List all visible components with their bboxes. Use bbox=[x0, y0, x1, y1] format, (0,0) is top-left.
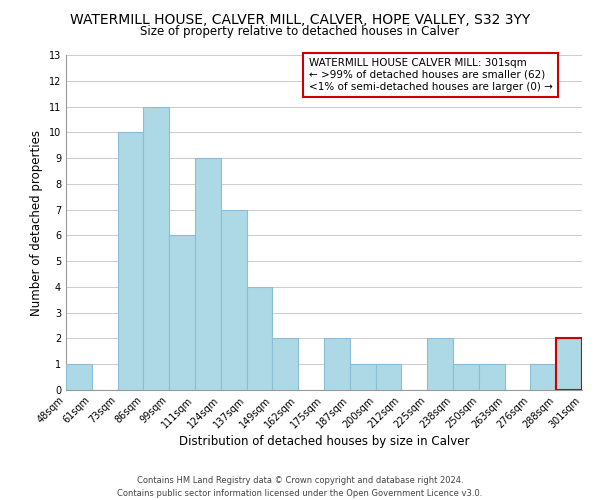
Bar bbox=[479, 364, 505, 390]
X-axis label: Distribution of detached houses by size in Calver: Distribution of detached houses by size … bbox=[179, 436, 469, 448]
Text: WATERMILL HOUSE CALVER MILL: 301sqm
← >99% of detached houses are smaller (62)
<: WATERMILL HOUSE CALVER MILL: 301sqm ← >9… bbox=[308, 58, 553, 92]
Bar bbox=[324, 338, 350, 390]
Bar bbox=[221, 210, 247, 390]
Bar bbox=[376, 364, 401, 390]
Bar bbox=[556, 338, 582, 390]
Bar bbox=[195, 158, 221, 390]
Bar bbox=[66, 364, 92, 390]
Text: Size of property relative to detached houses in Calver: Size of property relative to detached ho… bbox=[140, 25, 460, 38]
Bar bbox=[530, 364, 556, 390]
Bar bbox=[143, 106, 169, 390]
Bar bbox=[453, 364, 479, 390]
Bar bbox=[169, 236, 195, 390]
Y-axis label: Number of detached properties: Number of detached properties bbox=[30, 130, 43, 316]
Text: WATERMILL HOUSE, CALVER MILL, CALVER, HOPE VALLEY, S32 3YY: WATERMILL HOUSE, CALVER MILL, CALVER, HO… bbox=[70, 12, 530, 26]
Text: Contains HM Land Registry data © Crown copyright and database right 2024.
Contai: Contains HM Land Registry data © Crown c… bbox=[118, 476, 482, 498]
Bar bbox=[118, 132, 143, 390]
Bar bbox=[350, 364, 376, 390]
Bar bbox=[427, 338, 453, 390]
Bar bbox=[247, 287, 272, 390]
Bar bbox=[272, 338, 298, 390]
